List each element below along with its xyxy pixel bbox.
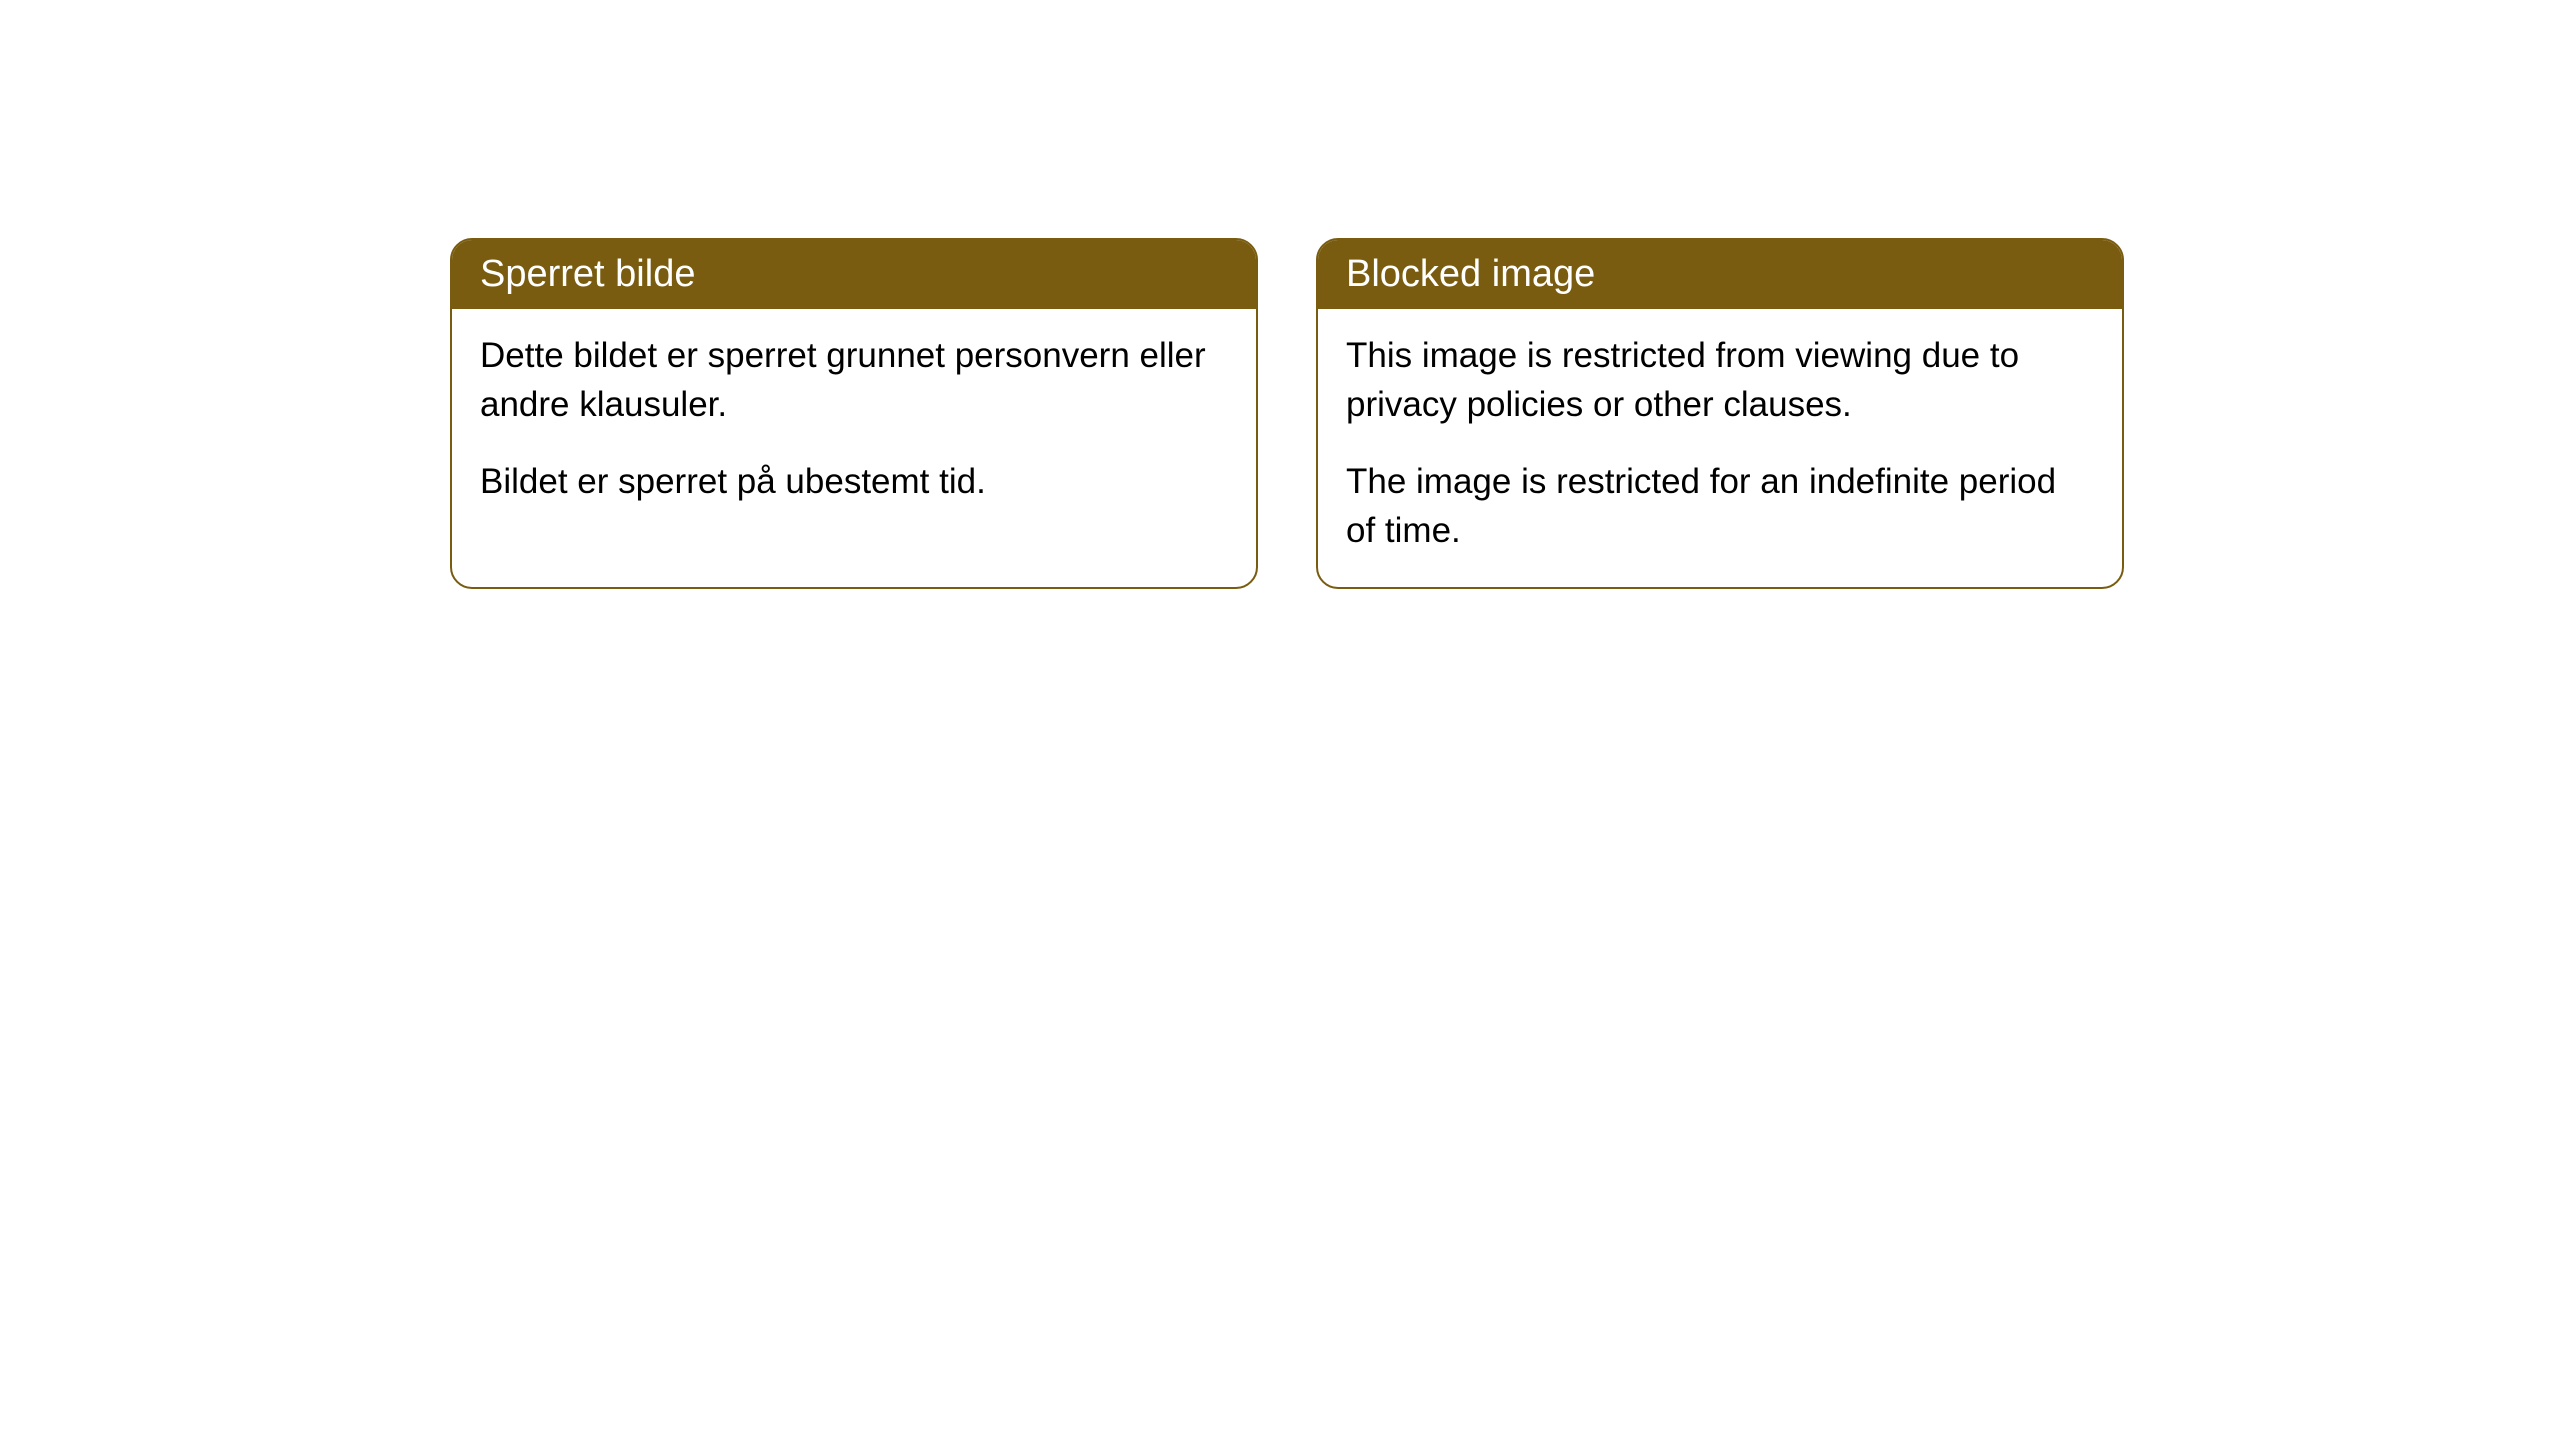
card-body: This image is restricted from viewing du… [1318,309,2122,587]
notice-card-norwegian: Sperret bilde Dette bildet er sperret gr… [450,238,1258,589]
card-header: Blocked image [1318,240,2122,309]
card-paragraph: The image is restricted for an indefinit… [1346,457,2094,555]
card-header: Sperret bilde [452,240,1256,309]
notice-cards-container: Sperret bilde Dette bildet er sperret gr… [450,238,2560,589]
card-paragraph: Bildet er sperret på ubestemt tid. [480,457,1228,506]
card-body: Dette bildet er sperret grunnet personve… [452,309,1256,538]
notice-card-english: Blocked image This image is restricted f… [1316,238,2124,589]
card-paragraph: This image is restricted from viewing du… [1346,331,2094,429]
card-paragraph: Dette bildet er sperret grunnet personve… [480,331,1228,429]
